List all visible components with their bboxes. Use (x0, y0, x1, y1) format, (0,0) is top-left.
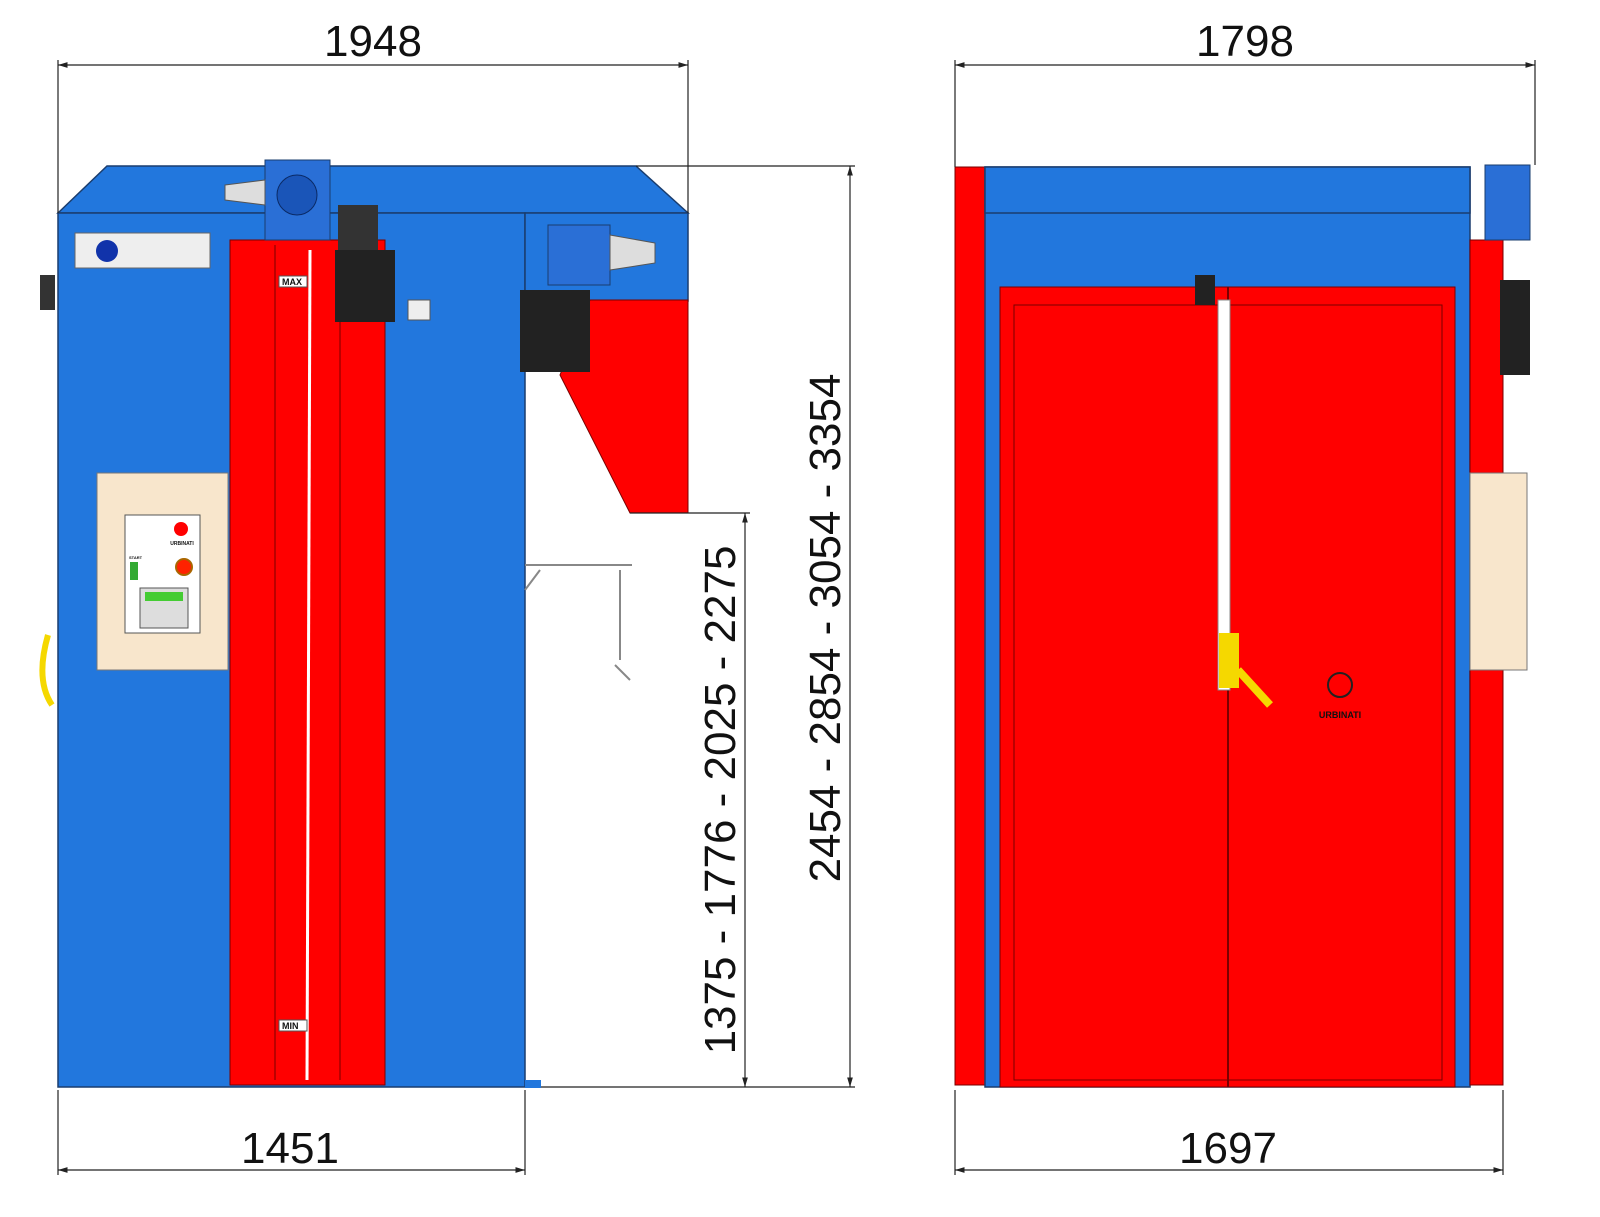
max-label: MAX (282, 277, 302, 287)
dim-text: 2454 - 2854 - 3054 - 3354 (801, 374, 850, 883)
right-machine: URBINATI (954, 164, 1531, 1088)
left-machine: URBINATI START MAX MIN (39, 159, 690, 1088)
dimensions: 1948 1798 1451 1697 2454 - 2854 - 3054 -… (57, 17, 1536, 1175)
dim-text: 1375 - 1776 - 2025 - 2275 (696, 546, 745, 1055)
dim-text: 1948 (324, 17, 422, 66)
door-logo: URBINATI (1319, 710, 1361, 720)
panel-logo: URBINATI (170, 541, 194, 547)
dim-text: 1451 (241, 1124, 339, 1173)
panel-start: START (129, 555, 143, 560)
dim-text: 1697 (1179, 1124, 1277, 1173)
min-label: MIN (282, 1021, 299, 1031)
dim-text: 1798 (1196, 17, 1294, 66)
